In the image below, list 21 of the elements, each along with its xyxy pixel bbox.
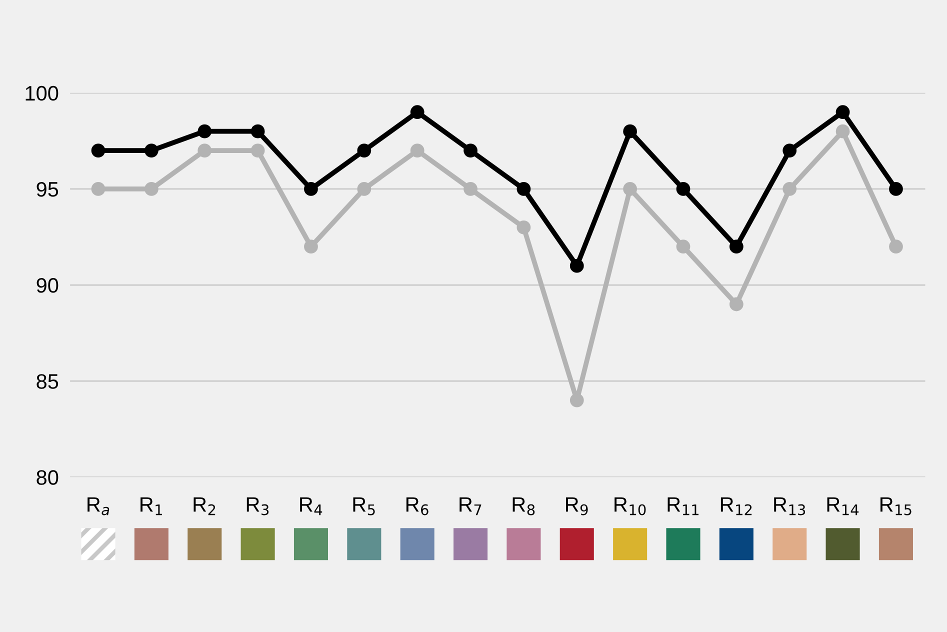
x-tick-label: R$_{14}$ — [827, 497, 859, 516]
y-tick-label: 85 — [36, 374, 58, 389]
y-tick-label: 80 — [36, 470, 58, 485]
x-tick-label: R$_{3}$ — [246, 497, 269, 516]
x-tick-label: R$_{11}$ — [668, 497, 699, 516]
y-tick-label: 100 — [26, 86, 58, 101]
x-tick-label: R$_{8}$ — [512, 497, 535, 516]
x-tick-label: R$_{5}$ — [353, 497, 375, 516]
x-tick-label: R$_{7}$ — [460, 497, 482, 516]
x-tick-label: R$_{9}$ — [566, 497, 588, 516]
x-tick-label: R$_{15}$ — [880, 497, 912, 516]
x-tick-label: R$_{6}$ — [406, 497, 428, 516]
x-tick-label: R$_{a}$ — [88, 497, 110, 516]
x-tick-label: R$_{1}$ — [140, 497, 162, 516]
y-tick-label: 90 — [36, 278, 58, 293]
x-tick-label: R$_{12}$ — [720, 497, 752, 516]
x-tick-label: R$_{13}$ — [774, 497, 806, 516]
x-tick-label: R$_{4}$ — [300, 497, 322, 516]
y-tick-label: 95 — [36, 182, 58, 197]
x-tick-label: R$_{10}$ — [614, 497, 646, 516]
x-tick-label: R$_{2}$ — [194, 497, 216, 516]
